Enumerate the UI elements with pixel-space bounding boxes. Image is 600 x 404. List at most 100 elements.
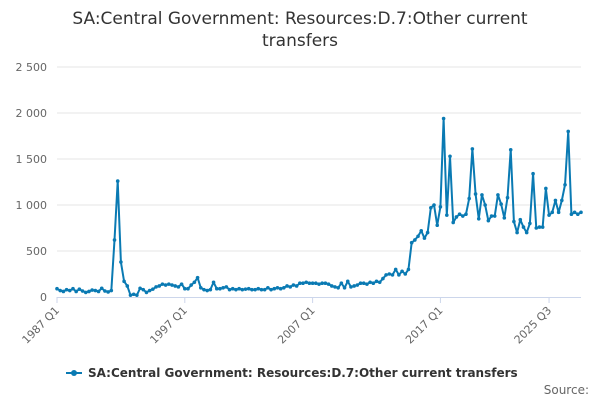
data-point[interactable] — [512, 219, 516, 224]
data-point[interactable] — [377, 280, 382, 285]
data-point[interactable] — [390, 273, 395, 277]
data-point[interactable] — [387, 272, 392, 276]
data-point[interactable] — [301, 281, 305, 286]
data-point[interactable] — [419, 228, 424, 233]
data-point[interactable] — [499, 202, 503, 206]
data-point[interactable] — [186, 286, 190, 291]
data-point[interactable] — [540, 225, 545, 229]
data-point[interactable] — [572, 210, 577, 215]
data-point[interactable] — [448, 154, 452, 159]
data-point[interactable] — [115, 179, 120, 183]
data-point[interactable] — [275, 286, 280, 290]
data-point[interactable] — [151, 287, 155, 291]
data-point[interactable] — [272, 286, 277, 291]
data-point[interactable] — [243, 287, 248, 291]
data-point[interactable] — [119, 260, 123, 264]
data-point[interactable] — [368, 280, 372, 285]
data-point[interactable] — [250, 287, 254, 292]
legend[interactable]: SA:Central Government: Resources:D.7:Oth… — [66, 366, 518, 380]
series-line[interactable] — [56, 117, 582, 297]
data-point[interactable] — [160, 282, 165, 286]
data-point[interactable] — [454, 215, 459, 219]
data-point[interactable] — [291, 283, 296, 287]
data-point[interactable] — [67, 288, 72, 293]
data-point[interactable] — [518, 217, 523, 222]
data-point[interactable] — [496, 193, 500, 197]
data-point[interactable] — [365, 282, 369, 286]
data-point[interactable] — [141, 287, 146, 292]
data-point[interactable] — [480, 193, 484, 197]
data-point[interactable] — [61, 289, 66, 294]
data-point[interactable] — [253, 287, 257, 292]
data-point[interactable] — [425, 230, 430, 235]
data-point[interactable] — [64, 287, 69, 292]
data-point[interactable] — [451, 220, 455, 225]
data-point[interactable] — [371, 281, 376, 286]
data-point[interactable] — [333, 285, 337, 289]
data-point[interactable] — [266, 286, 270, 290]
data-point[interactable] — [128, 293, 133, 297]
data-point[interactable] — [342, 286, 347, 290]
data-point[interactable] — [211, 280, 216, 285]
data-point[interactable] — [505, 195, 510, 200]
data-point[interactable] — [492, 214, 497, 218]
data-point[interactable] — [227, 287, 232, 292]
data-point[interactable] — [406, 267, 411, 272]
data-point[interactable] — [122, 279, 126, 284]
data-point[interactable] — [381, 276, 385, 281]
credits-source[interactable]: Source: — [544, 383, 589, 397]
data-point[interactable] — [170, 283, 174, 287]
data-point[interactable] — [237, 286, 241, 291]
data-point[interactable] — [460, 214, 465, 218]
data-point[interactable] — [58, 288, 62, 293]
data-point[interactable] — [103, 289, 107, 293]
data-point[interactable] — [384, 273, 388, 277]
data-point[interactable] — [87, 289, 91, 294]
data-point[interactable] — [246, 286, 251, 291]
data-point[interactable] — [135, 293, 139, 297]
data-point[interactable] — [106, 290, 110, 294]
data-point[interactable] — [294, 284, 299, 288]
data-point[interactable] — [55, 286, 59, 291]
data-point[interactable] — [183, 286, 187, 291]
data-point[interactable] — [467, 196, 471, 201]
data-point[interactable] — [167, 282, 171, 286]
data-point[interactable] — [192, 280, 197, 285]
data-point[interactable] — [441, 116, 446, 121]
data-point[interactable] — [361, 281, 366, 286]
data-point[interactable] — [230, 286, 235, 291]
data-point[interactable] — [320, 281, 324, 286]
data-point[interactable] — [147, 288, 152, 293]
data-point[interactable] — [218, 286, 222, 291]
data-point[interactable] — [521, 225, 526, 229]
data-point[interactable] — [278, 286, 283, 291]
data-point[interactable] — [438, 205, 443, 209]
data-point[interactable] — [77, 287, 82, 291]
data-point[interactable] — [486, 218, 491, 223]
data-point[interactable] — [470, 147, 475, 151]
data-point[interactable] — [80, 289, 85, 293]
data-point[interactable] — [476, 217, 481, 221]
data-point[interactable] — [352, 284, 356, 288]
data-point[interactable] — [288, 285, 293, 289]
data-point[interactable] — [154, 285, 158, 289]
data-point[interactable] — [432, 203, 436, 207]
data-point[interactable] — [429, 205, 433, 210]
data-point[interactable] — [473, 192, 478, 196]
data-point[interactable] — [99, 286, 104, 291]
data-point[interactable] — [214, 286, 219, 291]
data-point[interactable] — [374, 279, 379, 284]
data-point[interactable] — [409, 240, 414, 245]
data-point[interactable] — [553, 198, 558, 203]
data-point[interactable] — [576, 212, 580, 216]
data-point[interactable] — [336, 286, 340, 290]
data-point[interactable] — [528, 221, 532, 226]
data-point[interactable] — [83, 290, 88, 295]
data-point[interactable] — [397, 273, 401, 277]
data-point[interactable] — [483, 203, 487, 207]
data-point[interactable] — [240, 287, 245, 292]
data-point[interactable] — [550, 210, 555, 215]
data-point[interactable] — [531, 171, 535, 176]
data-point[interactable] — [317, 282, 321, 286]
data-point[interactable] — [393, 267, 398, 272]
